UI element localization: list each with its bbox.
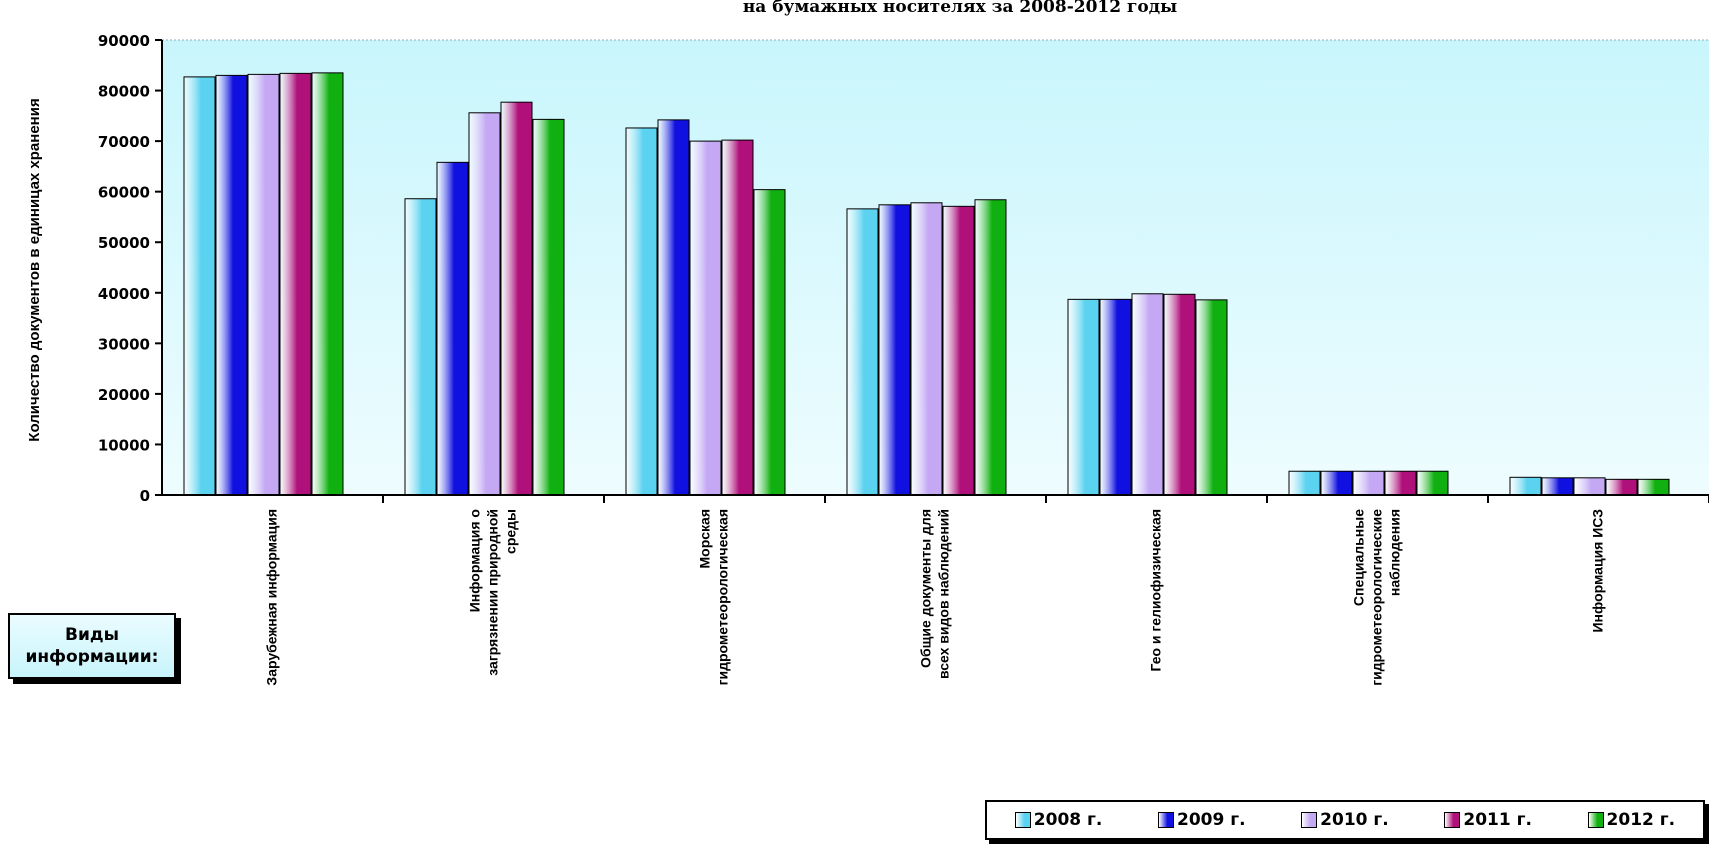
- bar: [689, 140, 722, 496]
- x-tick-label: Информация о загрязнении природной среды: [467, 509, 519, 676]
- bar: [942, 205, 975, 496]
- y-tick-label: 0: [140, 487, 150, 505]
- legend-swatch: [1157, 812, 1174, 828]
- bar: [532, 118, 565, 496]
- x-tick-label-line: Морская: [697, 509, 713, 569]
- axes: [161, 40, 1709, 503]
- y-tick-label: 20000: [98, 386, 150, 404]
- legend-swatch: [1014, 812, 1031, 828]
- legend-label: 2012 г.: [1606, 810, 1676, 830]
- bar: [500, 101, 533, 496]
- bar: [846, 208, 879, 496]
- bar: [910, 202, 943, 496]
- x-tick-label-line: всех видов наблюдений: [936, 509, 952, 679]
- bar: [183, 76, 216, 496]
- y-tick-label: 30000: [98, 335, 150, 353]
- y-tick-label: 40000: [98, 285, 150, 303]
- bar: [1288, 470, 1321, 496]
- bar: [1131, 293, 1164, 496]
- legend-item: 2009 г.: [1157, 810, 1246, 830]
- legend-item: 2008 г.: [1014, 810, 1103, 830]
- bar: [1637, 478, 1670, 496]
- legend-label: 2008 г.: [1033, 810, 1103, 830]
- bar: [1163, 293, 1196, 496]
- y-tick-label: 50000: [98, 234, 150, 252]
- x-tick-label: Информация ИСЗ: [1590, 509, 1606, 633]
- bar: [247, 73, 280, 496]
- x-tick-label-line: Специальные: [1351, 509, 1367, 606]
- bar: [1541, 477, 1574, 496]
- x-tick-label-line: гидрометеорологическая: [715, 509, 731, 685]
- bar: [311, 72, 344, 496]
- legend-item: 2010 г.: [1301, 810, 1389, 830]
- legend-label: 2009 г.: [1176, 810, 1246, 830]
- legend-item: 2012 г.: [1587, 810, 1676, 830]
- x-tick-label-line: гидрометеорологические: [1369, 509, 1385, 686]
- bar: [878, 204, 911, 496]
- bar: [404, 198, 437, 496]
- category-axis-title-line2: информации:: [25, 647, 159, 667]
- x-tick-label: Гео и гелиофизическая: [1148, 509, 1164, 672]
- x-tick-label: Общие документы для всех видов наблюдений: [918, 509, 952, 679]
- x-tick-label-line: Зарубежная информация: [264, 509, 280, 686]
- bar: [1099, 298, 1132, 496]
- bar: [1416, 470, 1449, 496]
- category-labels: Зарубежная информация Информация о загрязн…: [264, 509, 1606, 686]
- bar: [1320, 470, 1353, 496]
- bar: [1605, 478, 1638, 496]
- x-tick-label: Морская гидрометеорологическая: [697, 509, 731, 685]
- y-tick-label: 80000: [98, 83, 150, 101]
- bar: [753, 189, 786, 496]
- bar: [436, 161, 469, 496]
- bar: [1195, 299, 1228, 496]
- x-tick-label-line: Информация ИСЗ: [1590, 509, 1606, 633]
- bars: [183, 72, 1670, 496]
- y-tick-label: 60000: [98, 184, 150, 202]
- x-tick-label-line: Гео и гелиофизическая: [1148, 509, 1164, 672]
- x-tick-label-line: наблюдения: [1387, 509, 1403, 596]
- bar: [1509, 476, 1542, 496]
- legend: 2008 г. 2009 г. 2010 г. 2011 г. 2012 г.: [985, 800, 1705, 840]
- y-ticks: 0 10000 20000 30000 40000 50000 60000 70000 8000…: [98, 32, 162, 505]
- x-tick-label-line: среды: [503, 509, 519, 554]
- legend-label: 2010 г.: [1320, 810, 1389, 830]
- bar: [1573, 477, 1606, 496]
- legend-swatch: [1301, 812, 1318, 828]
- bar: [657, 119, 690, 496]
- y-axis-label: Количество документов в единицах хранени…: [26, 98, 43, 441]
- legend-swatch: [1587, 812, 1604, 828]
- x-tick-label-line: загрязнении природной: [485, 509, 501, 676]
- legend-swatch: [1444, 812, 1461, 828]
- chart-title: на бумажных носителях за 2008-2012 годы: [743, 0, 1177, 17]
- bar: [1067, 298, 1100, 496]
- legend-label: 2011 г.: [1463, 810, 1532, 830]
- bar: [1384, 470, 1417, 496]
- bar: [468, 112, 501, 496]
- x-tick-label-line: Общие документы для: [918, 509, 934, 668]
- y-tick-label: 10000: [98, 436, 150, 454]
- category-axis-title-line1: Виды: [65, 625, 119, 645]
- x-tick-label: Специальные гидрометеорологические наблюде…: [1351, 509, 1403, 686]
- x-tick-label: Зарубежная информация: [264, 509, 280, 686]
- category-axis-title-box: Виды информации:: [8, 613, 176, 679]
- x-tick-label-line: Информация о: [467, 509, 483, 612]
- bar: [215, 74, 248, 496]
- bar: [974, 199, 1007, 496]
- legend-item: 2011 г.: [1444, 810, 1532, 830]
- y-tick-label: 70000: [98, 133, 150, 151]
- bar: [721, 139, 754, 496]
- bar: [625, 127, 658, 496]
- y-tick-label: 90000: [98, 32, 150, 50]
- bar: [1352, 470, 1385, 496]
- bar: [279, 72, 312, 496]
